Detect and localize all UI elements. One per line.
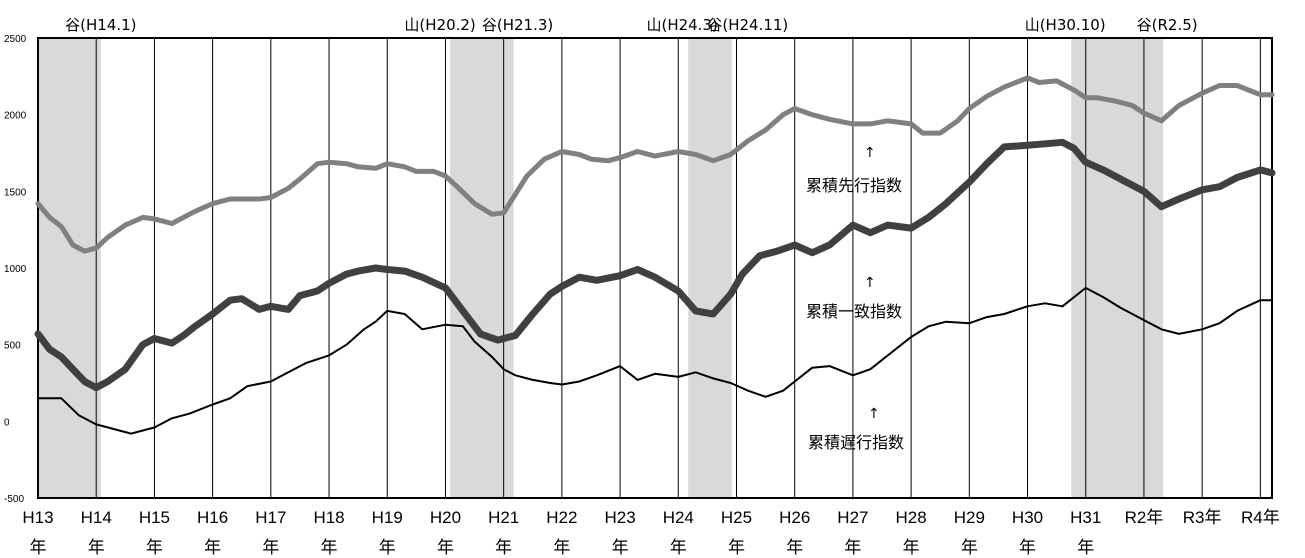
x-tick-label: H30 xyxy=(1012,508,1043,527)
cycle-labels: 谷(H14.1) 山(H20.2) 谷(H21.3) 山(H24.3)谷(H24.11… xyxy=(65,16,1197,34)
y-tick-label: 2000 xyxy=(4,111,27,122)
lagging-index-annotation: ↑ 累積遅行指数 xyxy=(808,406,904,452)
leading-index-arrow: ↑ xyxy=(864,145,876,161)
x-tick-label: H24 xyxy=(663,508,694,527)
y-tick-label: 500 xyxy=(4,341,21,352)
x-tick-nen: 年 xyxy=(728,538,745,558)
x-tick-nen: 年 xyxy=(670,538,687,558)
series-line-2 xyxy=(34,138,1276,392)
x-tick-nen: 年 xyxy=(844,538,861,558)
coincident-index-annotation: ↑ 累積一致指数 xyxy=(806,275,902,321)
x-tick-label: H18 xyxy=(313,508,344,527)
series-line-3 xyxy=(37,286,1273,435)
shaded-period-4 xyxy=(1071,38,1164,498)
series-lines xyxy=(34,75,1276,435)
x-tick-label: R4年 xyxy=(1241,508,1280,527)
x-tick-label: H27 xyxy=(837,508,868,527)
cycle-label: 谷(H14.1) xyxy=(65,16,136,34)
y-tick-label: -500 xyxy=(4,494,24,505)
x-tick-nen: 年 xyxy=(1077,538,1094,558)
lagging-index-label: 累積遅行指数 xyxy=(808,433,904,452)
x-tick-label: H29 xyxy=(954,508,985,527)
coincident-index-arrow: ↑ xyxy=(864,275,876,291)
y-axis-ticks: 2500 2000 1500 1000 500 0 -500 xyxy=(4,34,27,505)
x-tick-label: H20 xyxy=(430,508,461,527)
y-tick-label: 1000 xyxy=(4,264,27,275)
leading-index-annotation: ↑ 累積先行指数 xyxy=(806,145,902,195)
shaded-period-3 xyxy=(688,38,732,498)
x-tick-label: H14 xyxy=(81,508,112,527)
x-axis-ticks: H13 年 H14 年 H15 年 H16 年 H17 年 H18 年 H19 年 H20 年 H21 年 H22 年… xyxy=(22,508,1279,558)
x-tick-nen: 年 xyxy=(961,538,978,558)
x-tick-nen: 年 xyxy=(146,538,163,558)
shaded-period-2 xyxy=(450,38,514,498)
x-tick-nen: 年 xyxy=(786,538,803,558)
x-tick-nen: 年 xyxy=(495,538,512,558)
x-tick-label: H23 xyxy=(604,508,635,527)
x-tick-nen: 年 xyxy=(903,538,920,558)
x-tick-nen: 年 xyxy=(553,538,570,558)
cycle-label: 谷(H21.3) xyxy=(482,16,553,34)
y-tick-label: 2500 xyxy=(4,34,27,45)
cycle-label: 山(H24.3) xyxy=(646,16,717,34)
x-tick-nen: 年 xyxy=(379,538,396,558)
x-tick-label: H26 xyxy=(779,508,810,527)
leading-index-label: 累積先行指数 xyxy=(806,176,902,195)
x-tick-nen: 年 xyxy=(204,538,221,558)
x-tick-label: H28 xyxy=(896,508,927,527)
cycle-label: 山(H30.10) xyxy=(1025,16,1106,34)
year-gridlines xyxy=(95,38,1261,498)
x-tick-label: H25 xyxy=(721,508,752,527)
x-tick-nen: 年 xyxy=(612,538,629,558)
x-tick-nen: 年 xyxy=(88,538,105,558)
x-tick-label: H31 xyxy=(1070,508,1101,527)
series-line-1 xyxy=(35,75,1275,254)
cycle-label: 山(H20.2) xyxy=(404,16,475,34)
x-tick-label: H17 xyxy=(255,508,286,527)
x-tick-nen: 年 xyxy=(262,538,279,558)
x-tick-label: R2年 xyxy=(1125,508,1164,527)
shaded-period-1 xyxy=(38,38,101,498)
lagging-index-arrow: ↑ xyxy=(868,406,880,422)
y-tick-label: 0 xyxy=(4,417,10,428)
recession-shading xyxy=(38,38,1164,498)
coincident-index-label: 累積一致指数 xyxy=(806,302,902,321)
x-tick-nen: 年 xyxy=(30,538,47,558)
x-tick-label: H19 xyxy=(372,508,403,527)
x-tick-nen: 年 xyxy=(321,538,338,558)
x-tick-nen: 年 xyxy=(1019,538,1036,558)
x-tick-label: R3年 xyxy=(1183,508,1222,527)
x-tick-label: H13 xyxy=(22,508,53,527)
plot-frame xyxy=(37,37,1273,499)
y-tick-label: 1500 xyxy=(4,187,27,198)
x-tick-label: H15 xyxy=(139,508,170,527)
x-tick-label: H16 xyxy=(197,508,228,527)
cycle-label: 谷(R2.5) xyxy=(1137,16,1198,34)
cycle-label: 谷(H24.11) xyxy=(707,16,788,34)
x-tick-nen: 年 xyxy=(437,538,454,558)
x-tick-label: H22 xyxy=(546,508,577,527)
x-tick-label: H21 xyxy=(488,508,519,527)
